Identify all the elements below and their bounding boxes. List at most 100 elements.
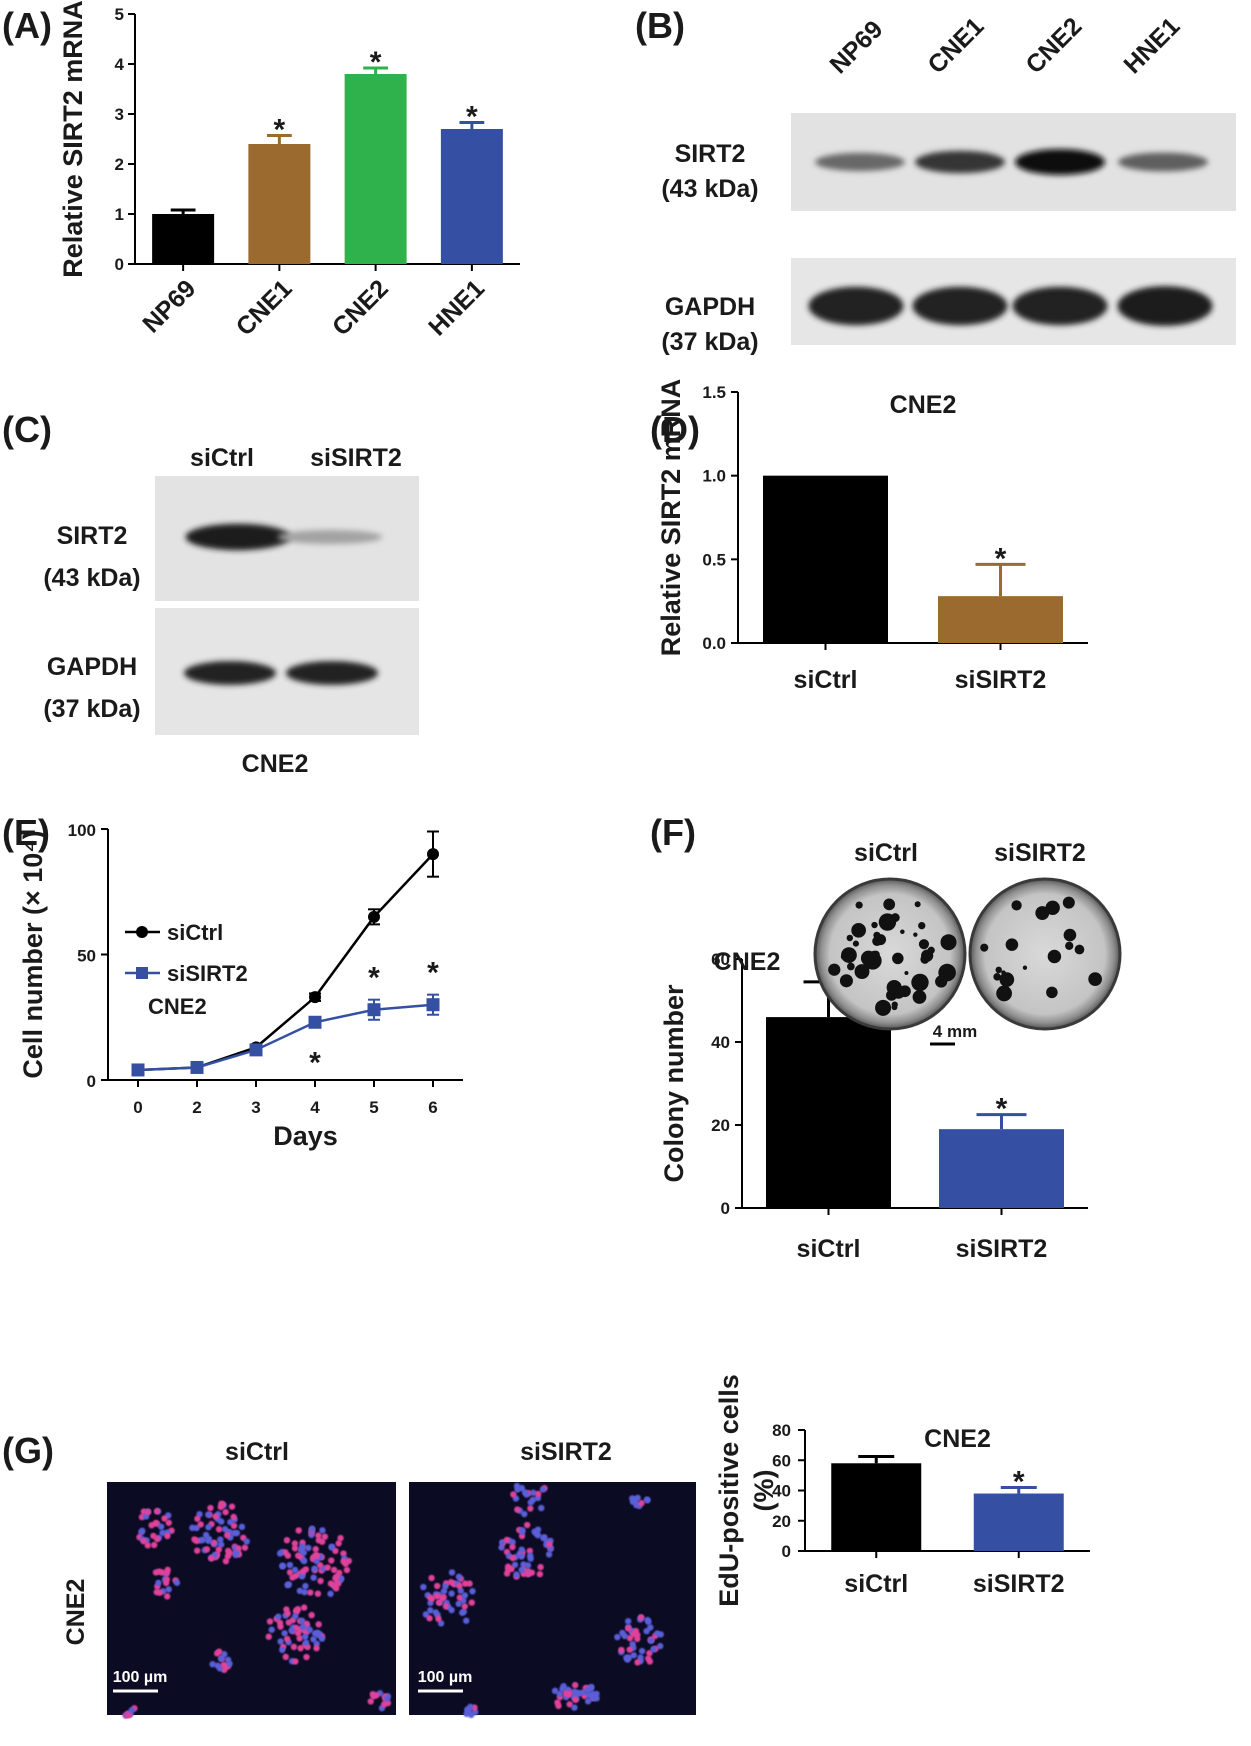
nucleus	[656, 1642, 664, 1650]
nucleus	[624, 1618, 632, 1625]
chart-d-sirt2-mrna-knockdown: 0.0 0.5 1.0 1.5 Relative SIRT2 mRNA CNE2 siCtr…	[656, 379, 1088, 694]
nucleus	[230, 1522, 238, 1529]
bar-sisirt2	[938, 596, 1063, 643]
significance-star: *	[370, 46, 382, 79]
colony	[938, 978, 947, 987]
nucleus	[324, 1564, 331, 1571]
nucleus	[614, 1633, 621, 1641]
chart-title: CNE2	[890, 391, 957, 419]
lane-label-cne2: CNE2	[1020, 12, 1087, 79]
data-point-sictrl	[309, 991, 321, 1004]
category-label: siSIRT2	[956, 1235, 1048, 1263]
significance-star: *	[996, 1093, 1008, 1126]
nucleus	[154, 1535, 161, 1543]
colony	[852, 940, 859, 947]
nucleus	[461, 1580, 469, 1587]
sirt2-band	[815, 152, 905, 172]
nucleus	[448, 1590, 455, 1597]
colony	[828, 963, 841, 976]
nucleus	[315, 1532, 322, 1539]
sirt2-kda-label: (43 kDa)	[661, 175, 758, 203]
y-tick-label: 0	[721, 1199, 730, 1218]
nucleus	[556, 1690, 563, 1697]
nucleus	[590, 1694, 597, 1702]
bar-sictrl	[766, 1017, 891, 1208]
colony	[1046, 986, 1058, 999]
nucleus	[153, 1508, 161, 1515]
y-tick-label: 20	[772, 1512, 791, 1531]
colony	[918, 922, 926, 930]
colony	[851, 923, 866, 938]
nucleus	[297, 1645, 304, 1652]
nucleus	[292, 1658, 299, 1665]
nucleus	[634, 1635, 641, 1643]
nucleus	[212, 1513, 219, 1520]
y-tick-label: 0	[115, 255, 124, 274]
gapdh-band	[286, 661, 378, 685]
nucleus	[514, 1486, 521, 1493]
nucleus	[306, 1626, 313, 1634]
nucleus	[529, 1496, 537, 1503]
x-axis-label: Days	[273, 1121, 338, 1151]
panel-b-western-blot: NP69 CNE1 CNE2 HNE1 SIRT2 (43 kDa) GAPDH…	[661, 12, 1236, 356]
y-tick-label: 0.0	[702, 634, 726, 653]
colony	[839, 974, 853, 988]
nucleus	[461, 1592, 469, 1599]
nucleus	[288, 1627, 295, 1634]
category-label: siCtrl	[844, 1570, 908, 1598]
sirt2-band	[185, 523, 291, 551]
sirt2-kda-label: (43 kDa)	[43, 564, 140, 592]
significance-star: *	[1013, 1465, 1025, 1498]
significance-star: *	[466, 101, 478, 134]
sirt2-band	[1118, 152, 1208, 172]
nucleus	[420, 1583, 427, 1591]
nucleus	[650, 1645, 657, 1653]
nucleus	[442, 1603, 450, 1610]
sirt2-bands	[815, 149, 1208, 175]
x-tick-label: 2	[192, 1098, 201, 1117]
nucleus	[203, 1546, 211, 1553]
category-label: siSIRT2	[973, 1570, 1065, 1598]
nucleus	[157, 1523, 165, 1530]
nucleus	[283, 1536, 291, 1544]
nucleus	[315, 1621, 322, 1628]
y-tick-label: 4	[115, 55, 125, 74]
nucleus	[647, 1624, 654, 1631]
nucleus	[447, 1578, 455, 1586]
lane-label-cne1: CNE1	[922, 12, 989, 79]
column-label-sisirt2: siSIRT2	[520, 1438, 612, 1466]
nucleus	[268, 1626, 275, 1633]
y-tick-label: 60	[711, 950, 730, 969]
nucleus	[560, 1683, 567, 1690]
lane-label-hne1: HNE1	[1118, 12, 1185, 79]
sisirt2-scale-bar-label: 100 µm	[418, 1669, 473, 1686]
column-label-sictrl: siCtrl	[854, 839, 918, 867]
nucleus	[634, 1494, 641, 1502]
nucleus	[215, 1546, 223, 1553]
sirt2-label: SIRT2	[57, 522, 128, 550]
colony	[904, 971, 909, 976]
nucleus	[159, 1529, 166, 1537]
gapdh-band	[808, 286, 904, 326]
nucleus	[317, 1577, 324, 1585]
nucleus	[533, 1530, 540, 1537]
nucleus	[214, 1662, 221, 1669]
nucleus	[197, 1521, 204, 1528]
nucleus	[435, 1615, 442, 1623]
nucleus	[220, 1661, 227, 1668]
gapdh-band	[1012, 286, 1108, 326]
nucleus	[219, 1501, 226, 1508]
nucleus	[307, 1589, 314, 1596]
nucleus	[427, 1607, 434, 1614]
nucleus	[463, 1617, 470, 1624]
nucleus	[161, 1515, 168, 1522]
nucleus	[541, 1534, 548, 1541]
nucleus	[503, 1536, 510, 1544]
nucleus	[572, 1696, 579, 1703]
nucleus	[448, 1606, 455, 1614]
nucleus	[459, 1609, 466, 1616]
nucleus	[637, 1614, 645, 1621]
nucleus	[284, 1581, 291, 1589]
sictrl-dish	[813, 877, 967, 1031]
